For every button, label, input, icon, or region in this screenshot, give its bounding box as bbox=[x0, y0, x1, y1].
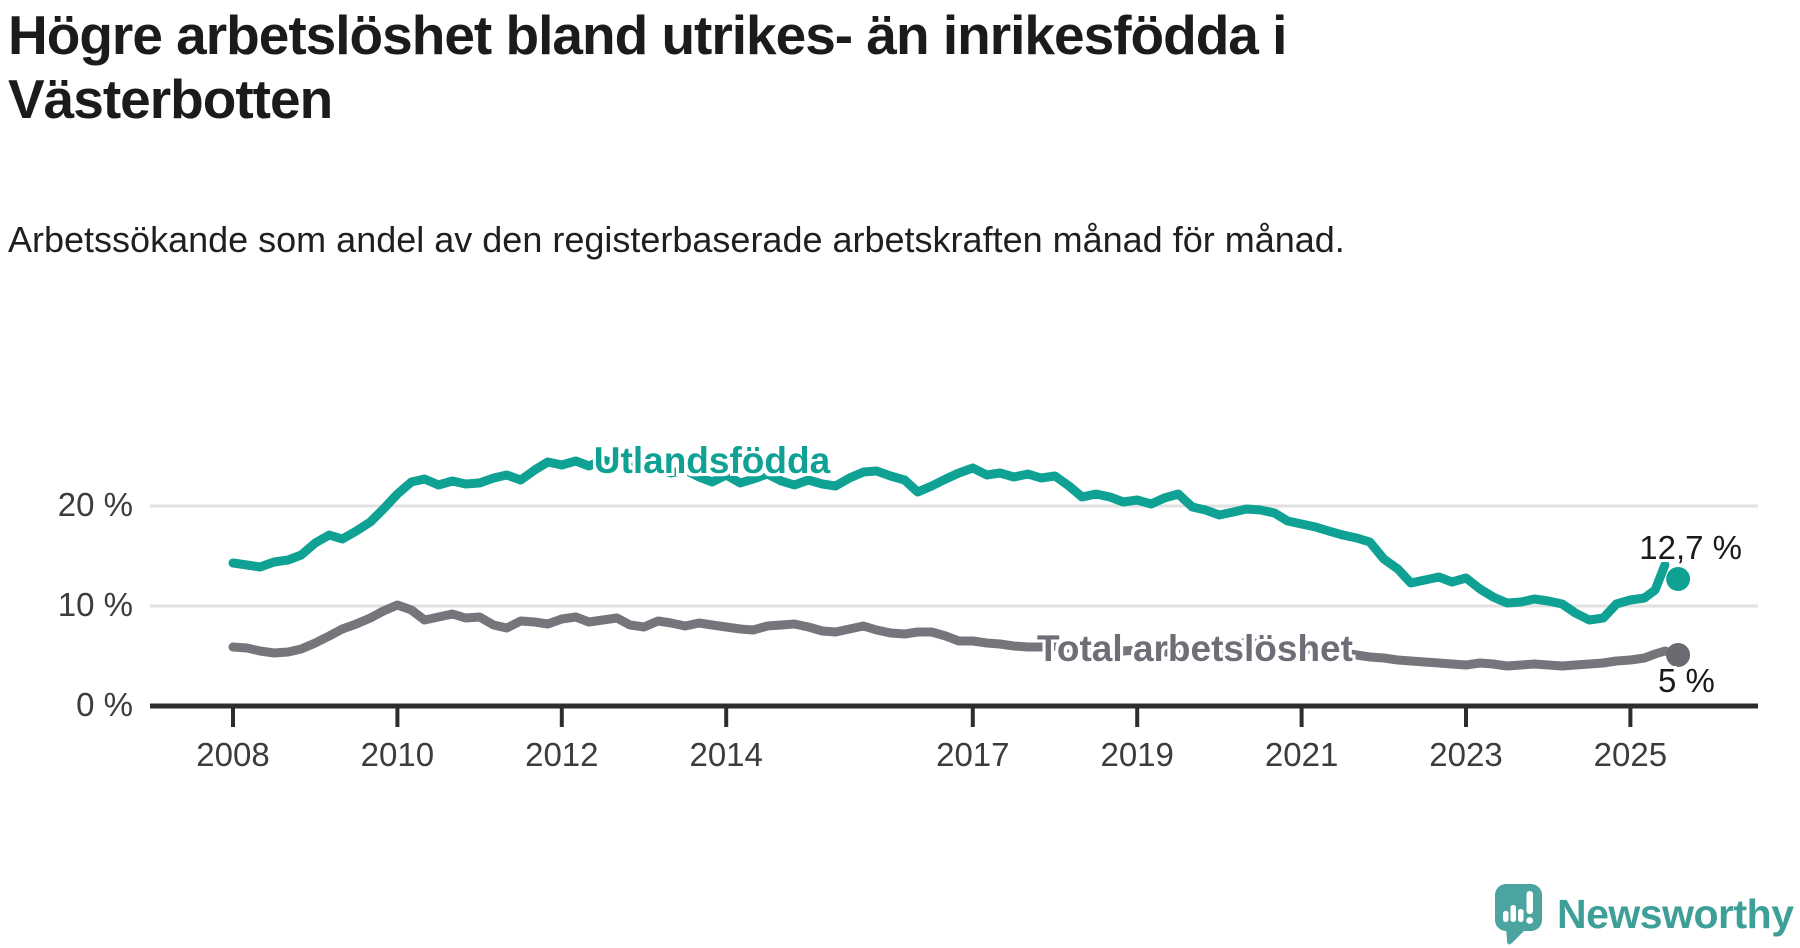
page-subtitle: Arbetssökande som andel av den registerb… bbox=[8, 219, 1345, 260]
y-axis-label-0: 0 % bbox=[76, 686, 133, 723]
newsworthy-bubble-icon bbox=[1495, 884, 1542, 945]
x-axis-label-2025: 2025 bbox=[1593, 736, 1668, 773]
series-label-utlandsfodda: Utlandsfödda bbox=[593, 440, 831, 481]
page-title: Högre arbetslöshet bland utrikes- än inr… bbox=[8, 4, 1287, 130]
x-axis-label-2008: 2008 bbox=[196, 736, 270, 773]
end-value-label-total: 5 % bbox=[1658, 662, 1715, 699]
utlandsfodda-line bbox=[228, 455, 1670, 625]
series-label-total-arbetsloshet: Total arbetslöshet bbox=[1037, 628, 1353, 669]
total-end-dot bbox=[1666, 643, 1691, 667]
utlandsfodda-end-dot bbox=[1666, 567, 1691, 591]
x-axis-label-2023: 2023 bbox=[1429, 736, 1503, 773]
newsworthy-logo: Newsworthy bbox=[1494, 882, 1794, 946]
total-arbetsloshet-line bbox=[228, 600, 1683, 671]
x-axis-label-2014: 2014 bbox=[689, 736, 763, 773]
y-axis-label-10: 10 % bbox=[57, 586, 133, 623]
x-axis-label-2012: 2012 bbox=[525, 736, 599, 773]
newsworthy-logo-text: Newsworthy bbox=[1557, 890, 1794, 937]
x-axis-label-2017: 2017 bbox=[936, 736, 1010, 773]
y-axis-label-20: 20 % bbox=[57, 486, 133, 523]
x-axis-label-2021: 2021 bbox=[1264, 736, 1339, 773]
x-axis-label-2019: 2019 bbox=[1100, 736, 1174, 773]
x-axis-label-2010: 2010 bbox=[360, 736, 435, 773]
end-value-label-utlandsfodda: 12,7 % bbox=[1639, 529, 1742, 566]
